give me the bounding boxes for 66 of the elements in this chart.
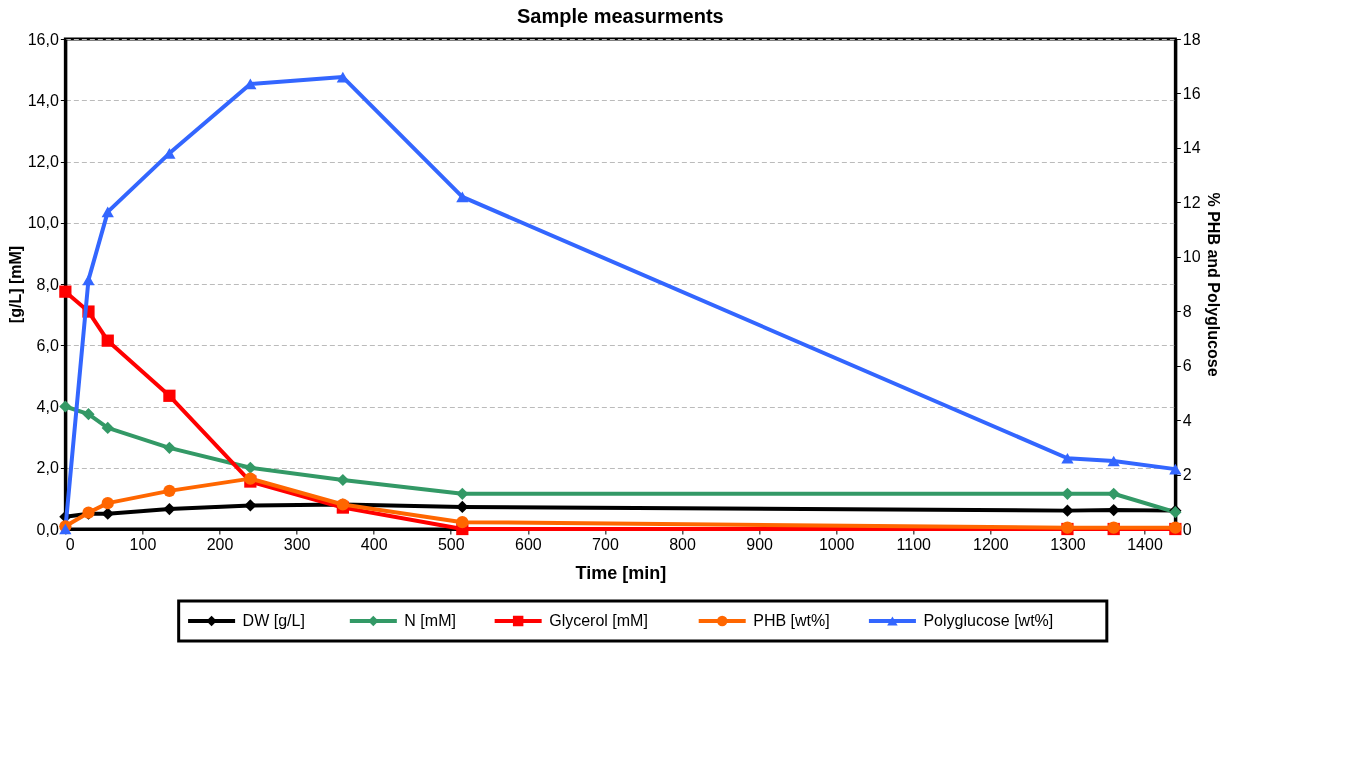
point: [456, 191, 469, 203]
chart-title: Sample measurments: [516, 5, 724, 27]
x-tick-label: 100: [129, 535, 157, 553]
x-axis-title: Time [min]: [575, 562, 667, 583]
point: [244, 461, 257, 474]
y-tick-label: 6,0: [36, 336, 59, 354]
y2-tick-label: 10: [1182, 248, 1201, 266]
y2-tick-label: 6: [1182, 357, 1192, 375]
point: [456, 500, 469, 514]
legend-label: N [mM]: [404, 612, 456, 629]
point: [1107, 503, 1120, 517]
point: [82, 274, 95, 286]
y2-tick-label: 8: [1182, 302, 1192, 320]
legend-label: Polyglucose [wt%]: [923, 612, 1054, 629]
legend-label: DW [g/L]: [242, 612, 305, 629]
y-tick-label: 10,0: [27, 214, 59, 232]
y-tick-label: 12,0: [27, 153, 59, 170]
y-axis-title: [g/L] [mM]: [6, 245, 24, 324]
x-tick-label: 1400: [1127, 535, 1163, 553]
x-tick-label: 0: [65, 535, 75, 553]
x-tick-label: 1100: [896, 535, 932, 553]
x-tick-label: 200: [206, 535, 234, 553]
x-tick-label: 300: [283, 535, 311, 553]
point: [1061, 504, 1074, 517]
point: [456, 516, 469, 529]
point: [1107, 455, 1120, 467]
point: [101, 421, 114, 435]
y2-tick-label: 18: [1182, 30, 1201, 48]
y-tick-label: 4,0: [36, 398, 59, 415]
y2-tick-label: 2: [1182, 466, 1192, 484]
x-tick-label: 500: [437, 535, 465, 553]
x-tick-label: 900: [746, 535, 774, 553]
y-tick-label: 16,0: [27, 30, 59, 48]
x-tick-label: 1000: [818, 535, 855, 553]
y-tick-label: 0,0: [36, 520, 59, 538]
y-tick-label: 2,0: [36, 459, 59, 477]
point: [1061, 452, 1074, 464]
point: [163, 441, 176, 454]
y2-axis-title: % PHB and Polyglucose: [1204, 192, 1222, 377]
y2-tick-label: 0: [1182, 520, 1192, 538]
x-tick-label: 1200: [973, 535, 1009, 553]
x-tick-label: 800: [669, 535, 696, 553]
point: [101, 334, 114, 347]
x-tick-label: 400: [360, 535, 388, 553]
x-tick-label: 700: [592, 535, 619, 553]
point: [336, 71, 349, 83]
legend-label: Glycerol [mM]: [549, 612, 648, 629]
point: [163, 502, 176, 516]
point: [59, 400, 72, 413]
point: [101, 206, 114, 218]
y2-tick-label: 16: [1182, 84, 1201, 102]
point: [163, 484, 176, 497]
point: [101, 497, 114, 510]
y-tick-label: 8,0: [36, 275, 59, 293]
x-tick-label: 1300: [1050, 535, 1086, 553]
y2-tick-label: 12: [1182, 193, 1201, 211]
y-tick-label: 14,0: [27, 91, 59, 109]
y2-tick-label: 4: [1182, 411, 1192, 429]
legend-label: PHB [wt%]: [753, 612, 830, 629]
x-tick-label: 600: [515, 535, 542, 553]
y2-tick-label: 14: [1182, 139, 1201, 157]
point: [336, 473, 349, 487]
point: [163, 389, 176, 402]
point: [59, 285, 72, 298]
point: [82, 408, 95, 421]
point: [1169, 463, 1182, 475]
